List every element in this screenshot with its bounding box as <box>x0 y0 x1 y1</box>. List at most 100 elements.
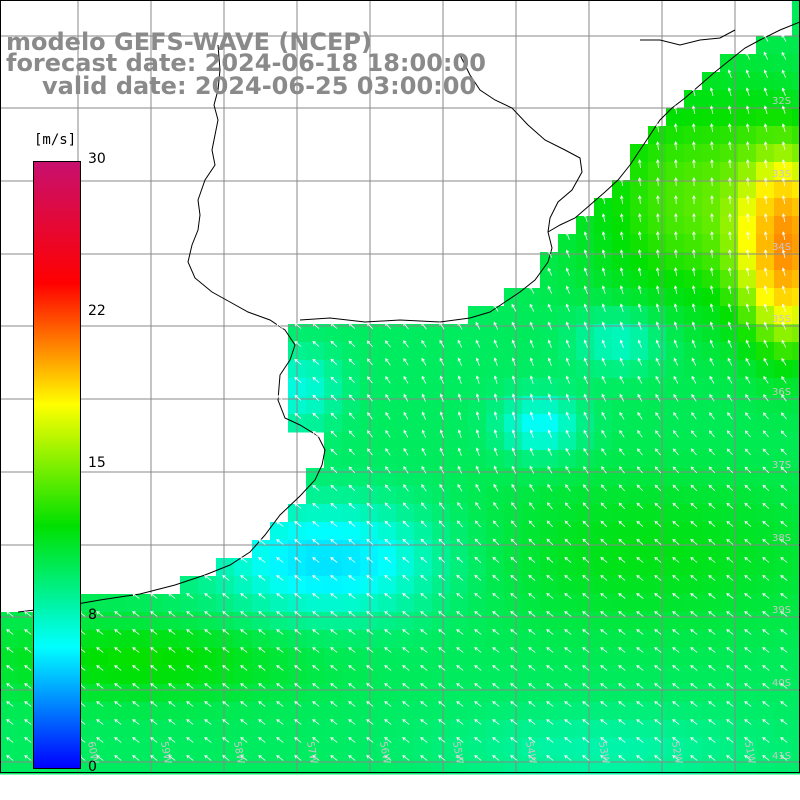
wind-arrow <box>620 177 624 186</box>
wind-arrow <box>673 412 679 420</box>
wind-arrow <box>564 538 572 545</box>
wind-arrow <box>726 665 734 671</box>
wind-arrow <box>348 683 356 689</box>
wind-cell <box>306 630 325 649</box>
wind-arrow <box>474 592 482 599</box>
wind-cell <box>720 414 739 433</box>
wind-arrow <box>619 357 624 366</box>
wind-arrow <box>240 557 248 563</box>
wind-cell <box>774 378 793 397</box>
wind-arrow <box>114 665 122 671</box>
wind-arrow <box>150 701 158 707</box>
wind-cell <box>576 468 595 487</box>
lat-lon-grid <box>0 0 800 772</box>
wind-cell <box>666 234 685 253</box>
wind-cell <box>792 288 800 307</box>
wind-cell <box>432 432 451 451</box>
wind-cell <box>702 90 721 109</box>
wind-cell <box>594 288 613 307</box>
wind-arrow <box>186 593 194 599</box>
wind-arrow <box>474 647 482 653</box>
wind-cell <box>630 612 649 631</box>
wind-cell <box>684 414 703 433</box>
wind-cell <box>756 522 775 541</box>
wind-cell <box>738 504 757 523</box>
wind-cell <box>702 738 721 757</box>
wind-arrow <box>258 647 266 653</box>
wind-arrow <box>763 105 768 115</box>
wind-cell <box>432 594 451 613</box>
wind-arrow <box>745 87 750 96</box>
wind-arrow <box>546 538 554 546</box>
wind-cell <box>522 486 541 505</box>
wind-arrow <box>150 755 158 761</box>
wind-arrow <box>565 321 570 330</box>
wind-cell <box>378 324 397 343</box>
wind-cell <box>702 234 721 253</box>
wind-arrow <box>726 520 734 527</box>
wind-cell <box>756 342 775 361</box>
wind-arrow <box>510 574 518 581</box>
wind-cell <box>612 360 631 379</box>
wind-cell <box>468 648 487 667</box>
wind-cell <box>504 738 523 757</box>
wind-arrow <box>421 375 427 384</box>
wind-cell <box>630 270 649 289</box>
wind-arrow <box>402 520 410 528</box>
wind-arrow <box>528 665 536 671</box>
wind-arrow <box>294 412 302 419</box>
wind-arrow <box>438 592 446 599</box>
wind-cell <box>792 450 800 469</box>
wind-arrow <box>728 213 732 223</box>
wind-cell <box>198 702 217 721</box>
wind-arrow <box>258 611 266 617</box>
wind-cell <box>756 576 775 595</box>
wind-cell <box>684 432 703 451</box>
wind-arrow <box>601 231 606 240</box>
wind-arrow <box>132 593 140 599</box>
wind-cell <box>432 720 451 739</box>
wind-arrow <box>330 737 338 743</box>
wind-arrow <box>710 123 714 133</box>
wind-arrow <box>636 556 644 563</box>
wind-cell <box>612 756 631 775</box>
wind-cell <box>630 648 649 667</box>
wind-cell <box>594 738 613 757</box>
wind-cell <box>306 360 325 379</box>
wind-cell <box>360 702 379 721</box>
wind-arrow <box>294 376 302 383</box>
wind-arrow <box>330 412 338 420</box>
wind-cell <box>576 252 595 271</box>
wind-arrow <box>726 556 734 563</box>
wind-cell <box>396 576 415 595</box>
wind-cell <box>378 576 397 595</box>
wind-arrow <box>547 393 552 402</box>
wind-arrow <box>457 465 463 474</box>
wind-cell <box>324 594 343 613</box>
wind-cell <box>0 702 19 721</box>
wind-arrow <box>511 465 517 474</box>
wind-cell <box>612 630 631 649</box>
wind-arrow <box>492 520 499 528</box>
wind-arrow <box>510 665 518 671</box>
wind-cell <box>522 306 541 325</box>
wind-arrow <box>781 249 786 258</box>
wind-cell <box>342 738 361 757</box>
wind-cell <box>612 612 631 631</box>
wind-cell <box>774 126 793 145</box>
lat-label: 34S <box>772 242 791 253</box>
wind-cell <box>774 288 793 307</box>
wind-arrow <box>529 483 535 492</box>
wind-arrow <box>96 719 104 725</box>
wind-cell <box>306 558 325 577</box>
wind-cell <box>396 594 415 613</box>
wind-arrow <box>672 502 680 509</box>
wind-cell <box>126 666 145 685</box>
wind-arrow <box>294 358 302 365</box>
wind-arrow <box>439 483 445 492</box>
wind-arrow <box>186 665 194 671</box>
wind-arrow <box>240 575 248 581</box>
wind-arrow <box>475 375 480 384</box>
wind-cell <box>630 576 649 595</box>
wind-arrow <box>511 339 516 348</box>
